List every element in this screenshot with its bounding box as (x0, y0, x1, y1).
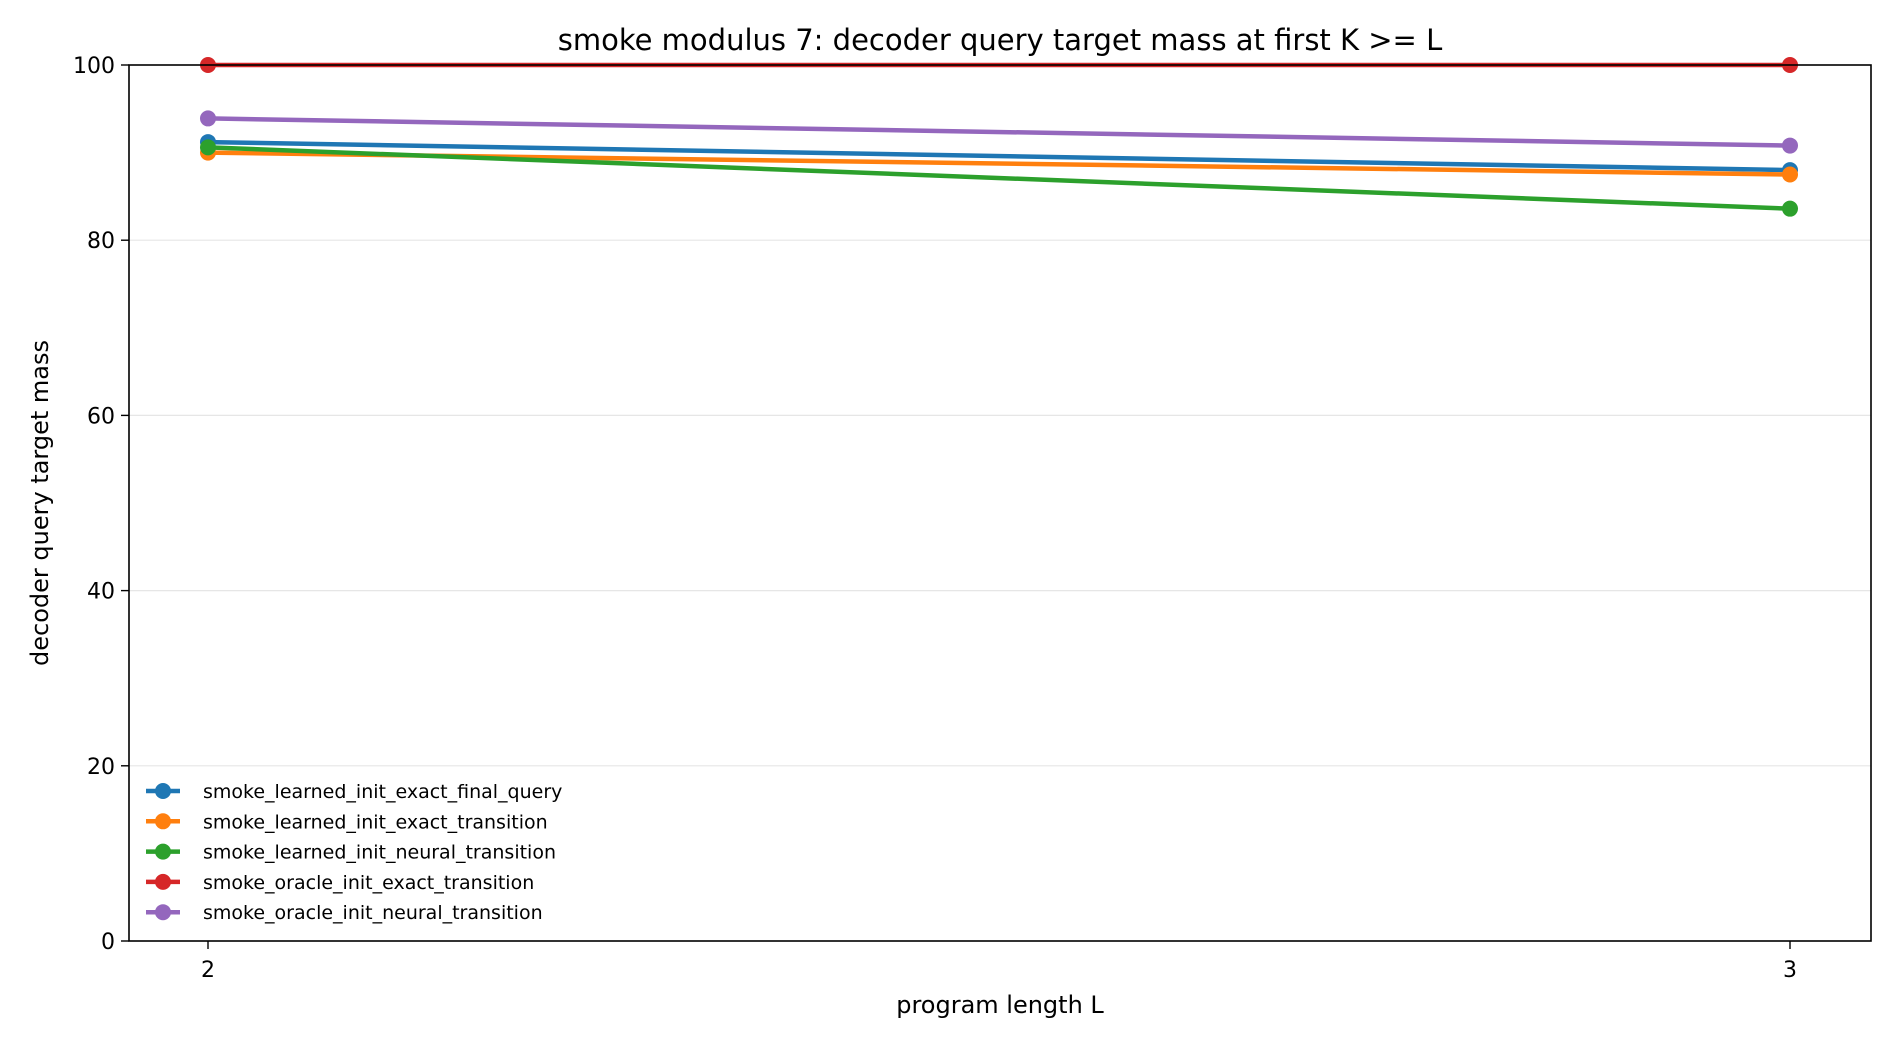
legend-label: smoke_learned_init_neural_transition (203, 842, 556, 864)
legend-item: smoke_oracle_init_neural_transition (146, 902, 543, 924)
x-axis-label: program length L (896, 991, 1104, 1019)
series-line (207, 145, 1791, 211)
legend-swatch-marker (155, 813, 171, 830)
legend-label: smoke_learned_init_exact_final_query (203, 781, 562, 803)
y-axis-ticks: 0 20 40 60 80 100 (73, 54, 129, 955)
y-axis-label: decoder query target mass (26, 340, 54, 666)
series-smoke_oracle_init_neural_transition (200, 110, 1798, 154)
legend-item: smoke_learned_init_exact_final_query (146, 781, 562, 803)
legend-swatch-marker (155, 873, 171, 890)
x-tick-label: 3 (1783, 958, 1797, 983)
y-tick-label: 20 (87, 755, 115, 780)
legend-swatch-marker (155, 783, 171, 799)
data-point (1782, 137, 1798, 154)
y-tick-label: 0 (101, 930, 115, 955)
data-point (1782, 166, 1798, 183)
series-line (207, 116, 1791, 148)
series-smoke_learned_init_neural_transition (200, 139, 1798, 217)
legend-item: smoke_oracle_init_exact_transition (146, 872, 534, 894)
y-tick-label: 60 (87, 404, 115, 429)
plot-frame (128, 64, 1872, 942)
legend-label: smoke_learned_init_exact_transition (203, 811, 548, 833)
grid-lines (129, 64, 1871, 942)
legend-label: smoke_oracle_init_exact_transition (203, 872, 534, 894)
y-tick-label: 80 (87, 229, 115, 254)
legend-item: smoke_learned_init_neural_transition (146, 842, 556, 864)
legend-swatch-marker (155, 843, 171, 860)
legend-swatch-marker (155, 904, 171, 921)
legend-item: smoke_learned_init_exact_transition (146, 811, 548, 833)
y-tick-label: 40 (87, 580, 115, 605)
legend: smoke_learned_init_exact_final_querysmok… (146, 781, 562, 924)
series-line (207, 139, 1791, 173)
chart-title: smoke modulus 7: decoder query target ma… (558, 23, 1442, 57)
data-point (200, 139, 216, 156)
data-point (1782, 200, 1798, 217)
x-tick-label: 2 (201, 958, 215, 983)
y-tick-label: 100 (73, 54, 115, 79)
legend-label: smoke_oracle_init_neural_transition (203, 902, 543, 924)
data-point (200, 110, 216, 127)
series-layer (200, 57, 1798, 217)
